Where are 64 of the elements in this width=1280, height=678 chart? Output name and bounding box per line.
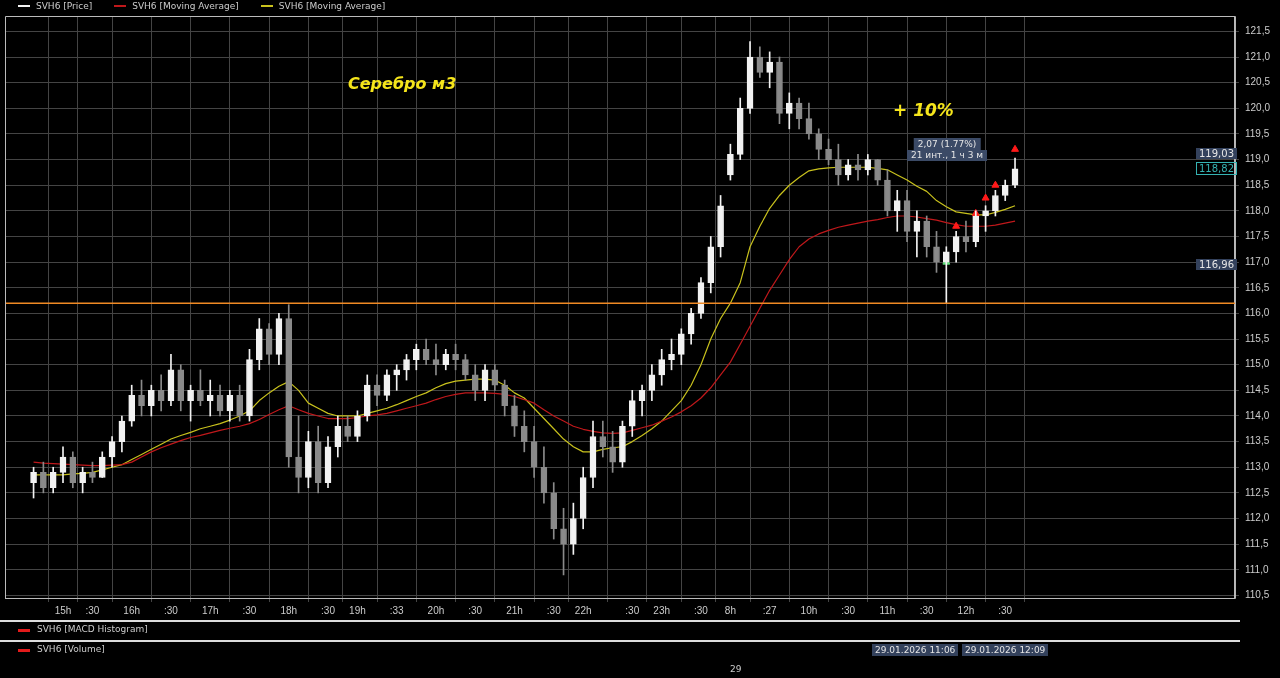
x-tick-label: :30 [998, 604, 1013, 616]
text: 29.01.2026 12:09 [962, 644, 1049, 656]
x-tick-label: :27 [762, 604, 778, 616]
text: 119,03 [1196, 148, 1237, 159]
x-tick-label: :30 [546, 604, 562, 616]
y-tick-label: 120,5 [1244, 76, 1271, 88]
legend-label: SVH6 [Moving Average] [278, 1, 386, 11]
x-tick-label: 23h [653, 604, 671, 616]
y-tick-label: 119,0 [1244, 153, 1270, 165]
y-tick-label: 121,0 [1244, 50, 1271, 62]
y-tick-label: 112,0 [1244, 512, 1270, 524]
y-tick-label: 118,0 [1244, 204, 1270, 216]
annotation: 21 инт., 1 ч 3 м [906, 150, 988, 161]
x-tick-label: 22h [574, 604, 592, 616]
text: SVH6 [MACD Histogram] [37, 624, 148, 634]
y-tick-label: 119,5 [1244, 127, 1270, 139]
x-tick-label: :30 [242, 604, 257, 616]
y-tick-label: 115,5 [1244, 332, 1270, 344]
y-tick-label: 117,0 [1244, 255, 1270, 267]
y-tick-label: 121,5 [1244, 25, 1271, 37]
text: 29.01.2026 11:06 [872, 644, 959, 656]
x-tick-label: :30 [468, 604, 483, 616]
annotation: Серебро м3 [348, 74, 457, 93]
x-tick-label: :30 [841, 604, 856, 616]
annotation: + 10% [893, 100, 954, 120]
x-tick-label: 19h [349, 604, 366, 616]
y-tick-label: 118,5 [1244, 178, 1270, 190]
x-tick-label: 21h [506, 604, 523, 616]
y-tick-label: 116,0 [1244, 307, 1270, 319]
annotation: 2,07 (1.77%) [913, 138, 981, 150]
x-tick-label: 17h [201, 604, 219, 616]
x-tick-label: 8h [724, 604, 736, 616]
y-tick-label: 111,5 [1244, 537, 1269, 549]
legend-label: SVH6 [Moving Average] [132, 1, 239, 11]
text: 118,82 [1196, 162, 1237, 175]
x-tick-label: 20h [427, 604, 445, 616]
x-tick-label: 18h [280, 604, 298, 616]
x-tick-label: 16h [123, 604, 141, 616]
legend-label: SVH6 [Price] [36, 1, 93, 11]
text: 29 [730, 664, 742, 674]
x-tick-label: 10h [800, 604, 818, 616]
y-tick-label: 110,5 [1244, 589, 1270, 601]
text: SVH6 [Volume] [37, 644, 105, 654]
x-tick-label: :30 [321, 604, 336, 616]
y-tick-label: 114,0 [1244, 409, 1270, 421]
x-tick-label: :30 [625, 604, 640, 616]
y-tick-label: 111,0 [1244, 563, 1269, 575]
x-tick-label: :30 [694, 604, 709, 616]
y-tick-label: 120,0 [1244, 102, 1271, 114]
y-tick-label: 117,5 [1244, 230, 1270, 242]
y-tick-label: 114,5 [1244, 384, 1270, 396]
x-tick-label: :30 [85, 604, 100, 616]
x-tick-label: :30 [919, 604, 935, 616]
y-tick-label: 113,0 [1244, 460, 1270, 472]
x-tick-label: :33 [389, 604, 405, 616]
x-tick-label: 15h [54, 604, 72, 616]
y-tick-label: 115,0 [1244, 358, 1270, 370]
y-tick-label: 112,5 [1244, 486, 1270, 498]
y-tick-label: 113,5 [1244, 435, 1270, 447]
text: 116,96 [1196, 259, 1237, 270]
x-tick-label: 11h [879, 604, 896, 616]
x-tick-label: :30 [164, 604, 179, 616]
y-tick-label: 116,5 [1244, 281, 1270, 293]
x-tick-label: 12h [957, 604, 975, 616]
